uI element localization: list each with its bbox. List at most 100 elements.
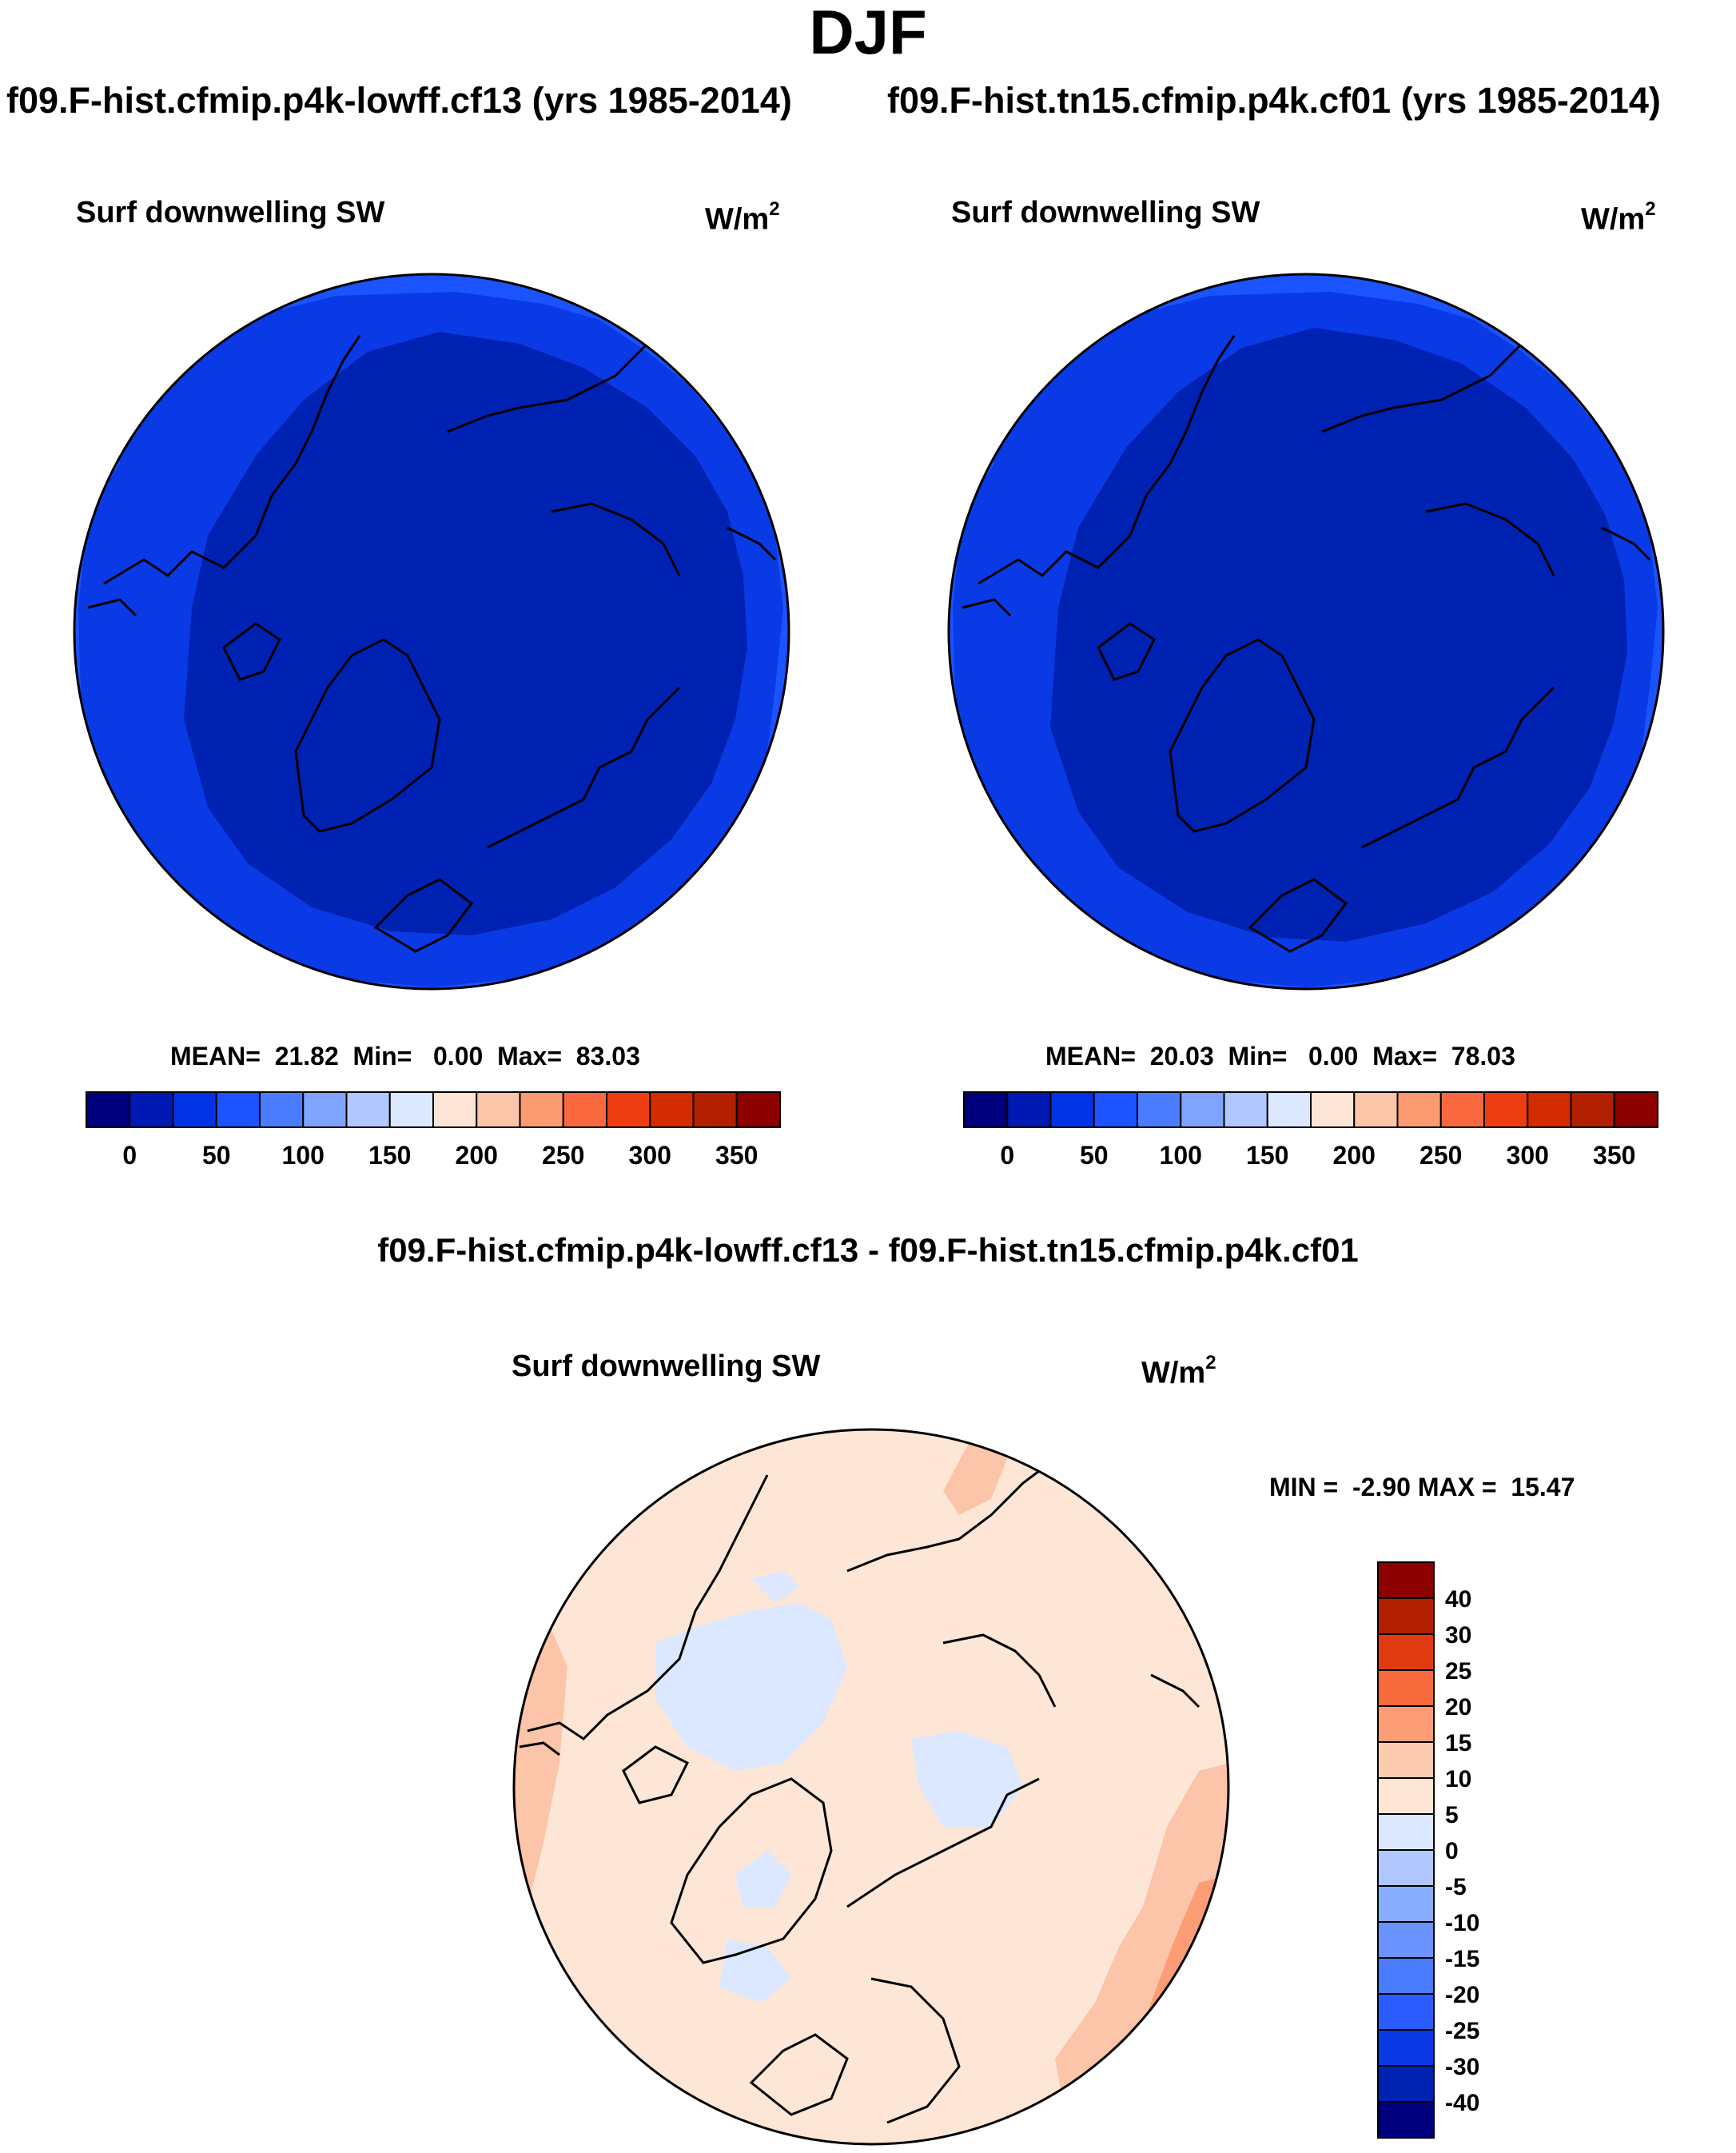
colorbar-swatch: [1266, 1091, 1312, 1128]
colorbar-swatch: [1137, 1091, 1182, 1128]
difference-polar-map: [512, 1428, 1230, 2146]
colorbar-swatch: [476, 1091, 521, 1128]
colorbar-swatch: [1223, 1091, 1268, 1128]
colorbar-tick-label: 300: [1507, 1141, 1549, 1170]
colorbar-tick-label: 40: [1445, 1586, 1471, 1613]
colorbar-tick-label: 350: [715, 1141, 758, 1170]
left-units-label: W/m2: [705, 198, 780, 237]
colorbar-tick-label: 250: [1419, 1141, 1462, 1170]
colorbar-tick-label: 50: [1080, 1141, 1109, 1170]
negative-patch-north: [751, 1571, 799, 1603]
colorbar-tick-label: 20: [1445, 1694, 1471, 1720]
colorbar-swatch: [1180, 1091, 1225, 1128]
left-variable-label: Surf downwelling SW: [76, 196, 385, 229]
map-border: [947, 273, 1665, 991]
positive-patch-north: [943, 1431, 1007, 1515]
colorbar-tick-label: -30: [1445, 2054, 1479, 2080]
colorbar-tick-label: 100: [1160, 1141, 1202, 1170]
colorbar-swatch: [1377, 1705, 1435, 1743]
colorbar-swatch: [1377, 1813, 1435, 1851]
left-polar-map: [73, 273, 790, 991]
colorbar-tick-label: -5: [1445, 1874, 1467, 1900]
coastlines: [519, 1457, 1200, 2124]
negative-patch-center: [655, 1603, 847, 1771]
colorbar-swatch: [1377, 1921, 1435, 1959]
colorbar-swatch: [963, 1091, 1009, 1128]
colorbar-tick-label: 5: [1445, 1802, 1459, 1828]
colorbar-swatch: [1377, 2101, 1435, 2139]
colorbar-swatch: [172, 1091, 217, 1128]
colorbar-swatch: [519, 1091, 564, 1128]
coastlines: [962, 318, 1651, 953]
negative-patch-east: [911, 1731, 1023, 1827]
colorbar-tick-label: -15: [1445, 1946, 1479, 1972]
colorbar-swatch: [562, 1091, 607, 1128]
left-case-title: f09.F-hist.cfmip.p4k-lowff.cf13 (yrs 198…: [6, 80, 792, 121]
colorbar-tick-label: 300: [629, 1141, 671, 1170]
colorbar-swatch: [692, 1091, 738, 1128]
right-variable-label: Surf downwelling SW: [951, 196, 1260, 229]
colorbar-swatch: [1527, 1091, 1572, 1128]
colorbar-tick-label: 0: [1000, 1141, 1014, 1170]
colorbar-tick-label: 10: [1445, 1766, 1471, 1792]
difference-variable-label: Surf downwelling SW: [512, 1350, 821, 1383]
left-stats: MEAN= 21.82 Min= 0.00 Max= 83.03: [170, 1042, 640, 1071]
colorbar-swatch: [1377, 1849, 1435, 1887]
colorbar-swatch: [86, 1091, 131, 1128]
colorbar-swatch: [1377, 1633, 1435, 1671]
colorbar-swatch: [649, 1091, 695, 1128]
colorbar-swatch: [1377, 1741, 1435, 1779]
right-polar-map: [947, 273, 1665, 991]
colorbar-swatch: [1049, 1091, 1095, 1128]
colorbar-swatch: [1396, 1091, 1442, 1128]
colorbar-swatch: [1377, 2029, 1435, 2067]
difference-stats: MIN = -2.90 MAX = 15.47: [1269, 1473, 1575, 1501]
map-border: [512, 1428, 1230, 2146]
colorbar-swatch: [1377, 1597, 1435, 1635]
difference-colorbar: 40 30 25 20 15 10 5 0 -5 -10 -15 -20 -25 -30 -40: [1377, 1561, 1479, 2139]
colorbar-tick-label: 0: [122, 1141, 137, 1170]
colorbar-tick-label: -40: [1445, 2090, 1479, 2116]
right-stats: MEAN= 20.03 Min= 0.00 Max= 78.03: [1045, 1042, 1515, 1071]
colorbar-swatch: [1377, 1993, 1435, 2031]
right-colorbar: 0 50 100 150 200 250 300 350: [963, 1091, 1658, 1170]
colorbar-swatch: [1377, 1669, 1435, 1707]
page-title: DJF: [809, 0, 927, 67]
colorbar-swatch: [1439, 1091, 1485, 1128]
colorbar-swatch: [388, 1091, 434, 1128]
difference-title: f09.F-hist.cfmip.p4k-lowff.cf13 - f09.F-…: [377, 1231, 1359, 1269]
right-case-title: f09.F-hist.tn15.cfmip.p4k.cf01 (yrs 1985…: [887, 80, 1661, 121]
colorbar-swatch: [302, 1091, 348, 1128]
colorbar-swatch: [1377, 1957, 1435, 1995]
colorbar-swatch: [1377, 1885, 1435, 1923]
colorbar-tick-label: 50: [202, 1141, 231, 1170]
colorbar-tick-label: -25: [1445, 2018, 1479, 2044]
left-colorbar: 0 50 100 150 200 250 300 350: [86, 1091, 781, 1170]
colorbar-swatch: [1310, 1091, 1356, 1128]
colorbar-swatch: [1006, 1091, 1052, 1128]
colorbar-swatch: [1353, 1091, 1399, 1128]
colorbar-swatch: [259, 1091, 305, 1128]
colorbar-swatch: [1377, 2065, 1435, 2103]
colorbar-tick-label: 250: [542, 1141, 584, 1170]
colorbar-tick-label: 25: [1445, 1658, 1471, 1685]
colorbar-tick-label: 15: [1445, 1730, 1471, 1756]
colorbar-tick-label: 100: [282, 1141, 325, 1170]
negative-patch-south: [735, 1851, 791, 1907]
colorbar-tick-label: 30: [1445, 1622, 1471, 1649]
colorbar-tick-label: 0: [1445, 1838, 1459, 1864]
right-units-label: W/m2: [1581, 198, 1656, 237]
colorbar-swatch: [1093, 1091, 1138, 1128]
colorbar-swatch: [606, 1091, 651, 1128]
colorbar-swatch: [432, 1091, 478, 1128]
colorbar-swatch: [1377, 1561, 1435, 1599]
colorbar-swatch: [1483, 1091, 1529, 1128]
colorbar-swatch: [1377, 1777, 1435, 1815]
colorbar-swatch: [215, 1091, 261, 1128]
colorbar-tick-label: -20: [1445, 1982, 1479, 2008]
colorbar-swatch: [1613, 1091, 1658, 1128]
colorbar-tick-label: 150: [1246, 1141, 1288, 1170]
colorbar-swatch: [1570, 1091, 1615, 1128]
inner-band: [1050, 328, 1627, 942]
colorbar-tick-label: 150: [368, 1141, 411, 1170]
